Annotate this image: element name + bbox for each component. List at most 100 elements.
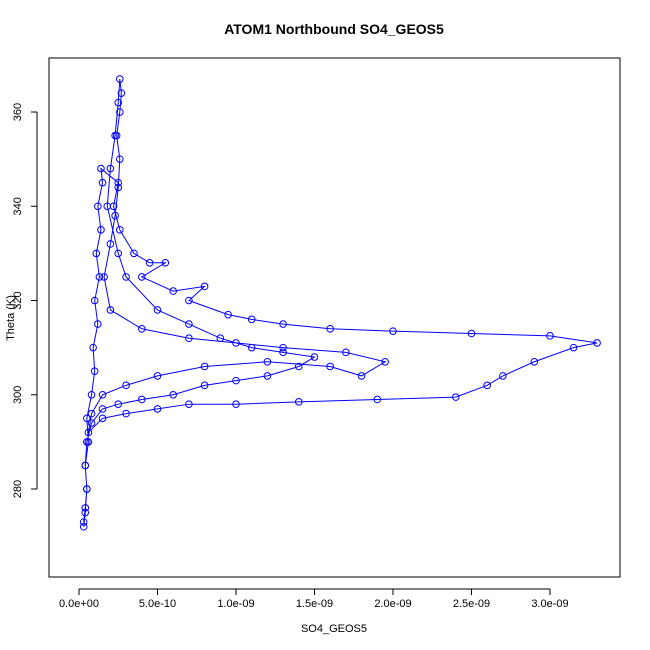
point xyxy=(216,334,225,343)
point xyxy=(161,259,170,267)
point xyxy=(116,155,124,163)
x-tick-label: 1.0e-09 xyxy=(217,598,254,610)
point xyxy=(116,75,124,83)
point xyxy=(87,409,96,418)
x-tick-label: 0.0e+00 xyxy=(59,598,99,610)
point xyxy=(81,504,90,512)
point xyxy=(247,343,256,352)
point xyxy=(381,357,389,366)
point xyxy=(90,367,99,376)
point xyxy=(169,390,177,399)
point xyxy=(122,273,130,281)
point xyxy=(169,287,177,295)
point xyxy=(357,372,366,380)
point xyxy=(89,343,97,352)
point xyxy=(185,320,193,328)
point xyxy=(263,372,272,380)
point xyxy=(389,327,397,335)
point xyxy=(185,334,193,343)
point xyxy=(114,400,123,408)
series-line xyxy=(83,78,598,527)
point xyxy=(106,306,115,314)
point xyxy=(200,282,209,291)
point xyxy=(232,339,240,347)
point xyxy=(87,419,96,427)
point xyxy=(247,315,256,324)
point xyxy=(499,372,507,380)
point xyxy=(114,183,123,192)
point xyxy=(153,306,162,314)
point xyxy=(116,226,124,234)
point xyxy=(342,348,350,357)
point xyxy=(373,395,382,404)
point xyxy=(84,428,93,437)
point xyxy=(98,178,107,187)
point xyxy=(137,324,146,333)
point xyxy=(130,249,138,258)
y-tick-label: 320 xyxy=(12,291,24,309)
point xyxy=(106,164,115,173)
point xyxy=(87,390,96,399)
x-tick-label: 5.0e-10 xyxy=(139,598,176,610)
point xyxy=(122,381,130,390)
point xyxy=(279,348,287,357)
point xyxy=(232,376,240,385)
point xyxy=(83,438,91,446)
point xyxy=(279,343,287,352)
y-tick-label: 300 xyxy=(12,386,24,404)
point xyxy=(153,372,162,380)
y-tick-label: 280 xyxy=(12,480,24,498)
point xyxy=(530,357,539,366)
point xyxy=(310,353,319,361)
point xyxy=(81,461,90,470)
point xyxy=(185,400,193,408)
point xyxy=(279,320,287,328)
point xyxy=(97,226,105,234)
point xyxy=(294,398,303,406)
point xyxy=(593,339,601,347)
point xyxy=(111,211,119,220)
point xyxy=(224,310,232,319)
point xyxy=(98,414,107,423)
point xyxy=(483,381,491,390)
point xyxy=(137,273,146,281)
point xyxy=(79,518,88,526)
point xyxy=(263,357,272,366)
point xyxy=(451,393,460,401)
point xyxy=(97,164,105,173)
point xyxy=(92,249,101,258)
plot-frame xyxy=(48,57,621,578)
point xyxy=(95,273,104,281)
point xyxy=(81,508,90,517)
y-axis-label: Theta (K) xyxy=(5,295,17,341)
point xyxy=(90,296,99,305)
point xyxy=(546,332,554,340)
point xyxy=(200,381,209,390)
point xyxy=(185,296,193,305)
point xyxy=(94,320,102,328)
point xyxy=(94,202,102,211)
point xyxy=(114,249,123,258)
point xyxy=(114,98,123,107)
x-tick-label: 2.0e-09 xyxy=(374,598,411,610)
point xyxy=(232,400,240,408)
point xyxy=(106,240,115,248)
point xyxy=(100,273,108,281)
point xyxy=(103,202,112,211)
point xyxy=(79,522,88,531)
point xyxy=(294,362,303,371)
point xyxy=(114,178,123,187)
y-tick-label: 360 xyxy=(12,103,24,121)
point xyxy=(145,259,154,267)
point xyxy=(326,324,334,333)
y-tick-label: 340 xyxy=(12,197,24,215)
point xyxy=(111,131,119,140)
point xyxy=(200,362,209,371)
x-tick-label: 1.5e-09 xyxy=(296,598,333,610)
point xyxy=(467,329,476,338)
point xyxy=(116,108,124,116)
point xyxy=(137,395,146,404)
x-tick-label: 2.5e-09 xyxy=(453,598,490,610)
point xyxy=(153,405,162,413)
x-tick-label: 3.0e-09 xyxy=(531,598,568,610)
